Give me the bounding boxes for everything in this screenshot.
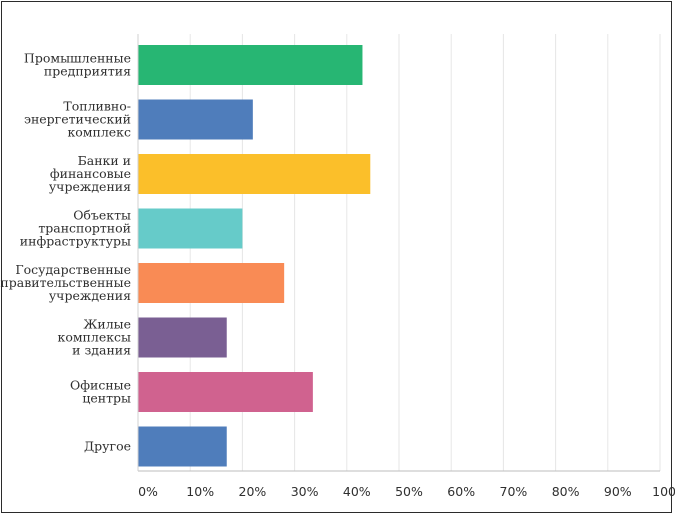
category-label-7: Другое xyxy=(84,439,131,454)
bar-3 xyxy=(138,208,243,249)
x-tick-label-40: 40% xyxy=(343,484,371,499)
x-tick-label-70: 70% xyxy=(500,484,528,499)
bar-6 xyxy=(138,372,313,412)
x-axis: 0% 10% 20% 30% 40% 50% 60% 70% 80% 90% 100% xyxy=(137,34,675,499)
x-tick-label-60: 60% xyxy=(447,484,475,499)
bar-5 xyxy=(138,317,227,358)
bar-0 xyxy=(138,45,363,85)
category-label-3: Объекты транспортной инфраструктуры xyxy=(20,208,131,249)
x-tick-label-10: 10% xyxy=(186,484,214,499)
category-label-6: Офисные центры xyxy=(70,378,131,406)
category-label-0: Промышленные предприятия xyxy=(24,51,131,79)
bar-7 xyxy=(138,426,227,467)
x-tick-label-0: 0% xyxy=(138,484,158,499)
bars xyxy=(138,45,371,467)
x-tick-label-80: 80% xyxy=(552,484,580,499)
category-labels: Промышленные предприятия Топливно-энергети… xyxy=(0,51,131,454)
category-label-4: Государственные и правительственные учрежд… xyxy=(0,262,131,303)
bar-4 xyxy=(138,263,285,303)
x-tick-label-100: 100% xyxy=(652,484,675,499)
bar-2 xyxy=(138,154,371,194)
x-tick-label-20: 20% xyxy=(239,484,267,499)
x-tick-label-90: 90% xyxy=(604,484,632,499)
x-tick-label-50: 50% xyxy=(395,484,423,499)
x-tick-label-30: 30% xyxy=(291,484,319,499)
category-label-5: Жилые комплексы и здания xyxy=(58,317,132,358)
category-label-2: Банки и финансовые учреждения xyxy=(49,153,131,194)
category-label-1: Топливно-энергетический комплекс xyxy=(24,99,131,140)
bar-1 xyxy=(138,99,253,140)
